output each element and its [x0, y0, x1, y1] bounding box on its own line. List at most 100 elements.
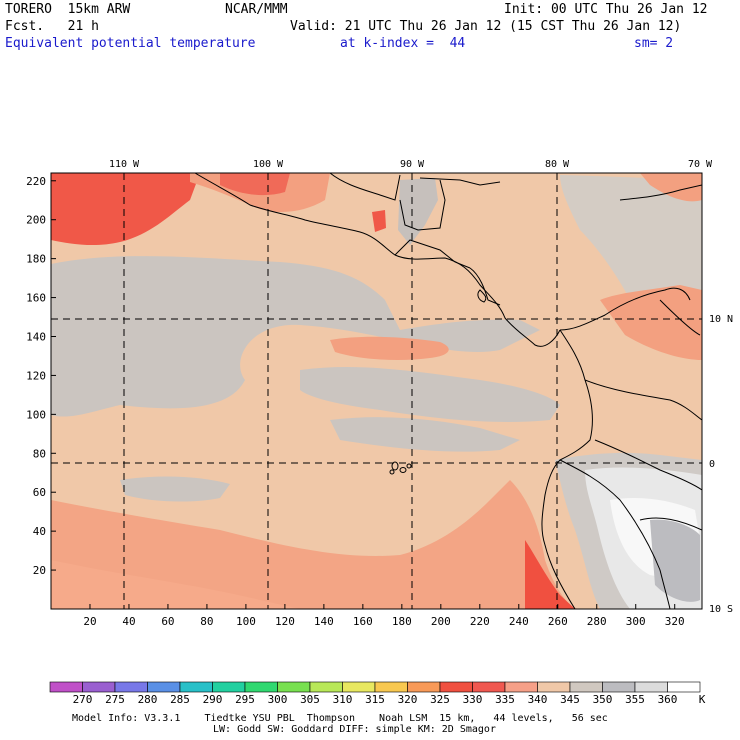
- x-index-label: 60: [161, 615, 174, 628]
- y-index-label: 160: [26, 292, 46, 305]
- colorbar-label: 290: [202, 693, 223, 706]
- coastlines: [194, 173, 702, 609]
- theta-e-warm-south-pacific: [51, 480, 580, 609]
- y-index-label: 180: [26, 253, 46, 266]
- colorbar-swatch: [82, 681, 116, 693]
- colorbar-swatch: [472, 681, 506, 693]
- x-index-label: 140: [314, 615, 334, 628]
- x-index-label: 320: [665, 615, 685, 628]
- colorbar-label: 295: [235, 693, 255, 706]
- colorbar-swatch: [49, 681, 83, 693]
- theta-e-grey-band-mid: [300, 367, 560, 422]
- init-time: Init: 00 UTC Thu 26 Jan 12: [504, 2, 708, 17]
- theta-e-warm-patch: [330, 336, 449, 360]
- lat-label-10n: 10 N: [709, 314, 733, 325]
- lat-lon-grid: [51, 173, 702, 609]
- colorbar-swatch: [309, 681, 343, 693]
- x-index-label: 20: [83, 615, 96, 628]
- colorbar-label: 340: [527, 693, 548, 706]
- x-index-label: 280: [587, 615, 607, 628]
- colorbar-swatch: [147, 681, 181, 693]
- colorbar-label: 305: [300, 693, 320, 706]
- x-index-label: 160: [353, 615, 373, 628]
- colorbar-label: 275: [105, 693, 125, 706]
- colorbar: [49, 681, 701, 693]
- colorbar-swatch: [537, 681, 571, 693]
- frame-ticks: [51, 180, 676, 609]
- valid-time: Valid: 21 UTC Thu 26 Jan 12 (15 CST Thu …: [290, 19, 682, 34]
- lon-label-100w: 100 W: [253, 159, 284, 170]
- colorbar-label: 320: [397, 693, 418, 706]
- colorbar-swatch: [244, 681, 278, 693]
- x-index-label: 100: [236, 615, 256, 628]
- colorbar-label: 355: [625, 693, 645, 706]
- colorbar-swatch: [374, 681, 408, 693]
- physics-info: LW: Godd SW: Goddard DIFF: simple KM: 2D…: [213, 724, 496, 735]
- colorbar-label: 325: [430, 693, 450, 706]
- theta-e-warm-southwest: [51, 560, 300, 609]
- theta-e-grey-caribbean: [560, 175, 702, 324]
- theta-e-grey-patch: [120, 476, 230, 502]
- y-index-label: 60: [33, 486, 46, 499]
- y-index-label: 100: [26, 408, 46, 421]
- smoothing-info: sm= 2: [634, 36, 674, 51]
- theta-e-grey-band-south: [330, 417, 520, 452]
- theta-e-field: [51, 173, 702, 609]
- colorbar-swatch: [212, 681, 246, 693]
- model-label: TORERO 15km ARW: [5, 2, 131, 17]
- lon-label-80w: 80 W: [545, 159, 570, 170]
- colorbar-label: 300: [267, 693, 288, 706]
- x-index-labels: 20 40 60 80 100 120 140 160 180 200 220 240 260 280 30…: [83, 615, 684, 628]
- colorbar-label: 285: [170, 693, 190, 706]
- colorbar-swatch: [407, 681, 441, 693]
- theta-e-warm-caribbean: [640, 173, 702, 202]
- x-index-label: 40: [122, 615, 135, 628]
- y-index-label: 40: [33, 525, 46, 538]
- colorbar-swatch: [114, 681, 148, 693]
- colorbar-label: 310: [332, 693, 353, 706]
- colorbar-label: 280: [137, 693, 158, 706]
- x-index-label: 120: [275, 615, 295, 628]
- colorbar-label: 270: [72, 693, 93, 706]
- theta-e-warm-northwest: [51, 173, 200, 246]
- map-frame: [50, 172, 703, 610]
- lat-label-10s: 10 S: [709, 604, 733, 615]
- colorbar-swatch: [342, 681, 376, 693]
- colorbar-swatch: [277, 681, 311, 693]
- colorbar-label: 315: [365, 693, 385, 706]
- lon-label-70w: 70 W: [688, 159, 713, 170]
- x-index-label: 260: [548, 615, 568, 628]
- lon-label-110w: 110 W: [109, 159, 140, 170]
- x-index-label: 240: [509, 615, 529, 628]
- colorbar-label: K: [698, 693, 706, 706]
- theta-e-hot-peru-coast: [525, 540, 575, 609]
- colorbar-swatch: [602, 681, 636, 693]
- theta-e-grey-mexico: [398, 178, 438, 245]
- y-index-label: 20: [33, 564, 46, 577]
- model-info: Model Info: V3.3.1 Tiedtke YSU PBL Thomp…: [72, 713, 608, 724]
- galapagos-islands: [389, 461, 412, 475]
- colorbar-swatch: [667, 681, 701, 693]
- colorbar-swatch: [634, 681, 668, 693]
- colorbar-label: 360: [657, 693, 678, 706]
- colorbar-label: 345: [560, 693, 580, 706]
- x-index-label: 220: [470, 615, 490, 628]
- theta-e-grey-band-north: [51, 256, 540, 417]
- y-index-label: 140: [26, 331, 46, 344]
- lat-label-equator: 0: [709, 459, 715, 470]
- center-label: NCAR/MMM: [225, 2, 288, 17]
- colorbar-swatch: [504, 681, 538, 693]
- y-index-label: 80: [33, 447, 46, 460]
- y-index-label: 200: [26, 214, 46, 227]
- colorbar-swatch: [569, 681, 603, 693]
- x-index-label: 80: [200, 615, 213, 628]
- theta-e-hot-spot: [372, 210, 386, 232]
- colorbar-label: 330: [462, 693, 483, 706]
- x-index-label: 180: [392, 615, 412, 628]
- forecast-hour: Fcst. 21 h: [5, 19, 99, 34]
- x-index-label: 300: [626, 615, 646, 628]
- theta-e-hot-mexico: [220, 173, 290, 196]
- y-index-label: 220: [26, 175, 46, 188]
- x-index-label: 200: [431, 615, 451, 628]
